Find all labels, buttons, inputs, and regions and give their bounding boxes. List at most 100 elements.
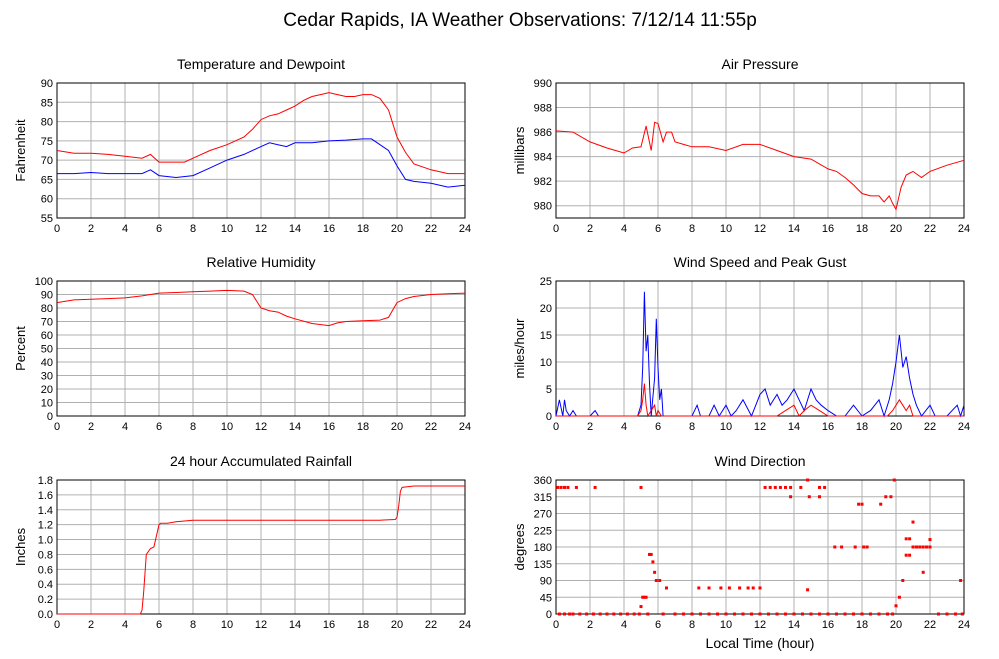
y-tick-label: 90 xyxy=(41,290,53,302)
y-axis-label: miles/hour xyxy=(512,318,527,379)
data-point xyxy=(733,612,736,616)
x-tick-label: 24 xyxy=(459,619,471,631)
x-tick-label: 12 xyxy=(255,619,267,631)
x-tick-label: 0 xyxy=(54,421,60,433)
data-point xyxy=(784,485,787,489)
data-point xyxy=(891,612,895,616)
panel-title: 24 hour Accumulated Rainfall xyxy=(170,453,352,469)
data-point xyxy=(860,502,864,506)
data-point xyxy=(945,612,949,616)
x-tick-label: 16 xyxy=(323,223,335,235)
x-tick-label: 4 xyxy=(122,223,128,235)
data-point xyxy=(904,537,908,541)
data-point xyxy=(784,612,787,616)
y-tick-label: 0.2 xyxy=(38,594,53,606)
data-point xyxy=(699,612,702,616)
data-point xyxy=(556,485,560,489)
y-tick-label: 40 xyxy=(41,357,53,369)
y-tick-label: 0 xyxy=(546,411,552,423)
x-tick-label: 6 xyxy=(156,619,162,631)
series-line-red xyxy=(57,485,465,615)
y-tick-label: 80 xyxy=(41,117,53,129)
x-tick-label: 12 xyxy=(255,223,267,235)
data-point xyxy=(892,478,896,482)
data-point xyxy=(818,612,821,616)
data-point xyxy=(911,520,915,524)
x-tick-label: 18 xyxy=(856,619,868,631)
y-tick-label: 25 xyxy=(540,276,552,288)
data-point xyxy=(889,495,893,499)
x-tick-label: 20 xyxy=(890,421,902,433)
data-point xyxy=(775,612,779,616)
data-point xyxy=(925,545,929,549)
data-point xyxy=(937,612,940,616)
data-point xyxy=(644,595,648,599)
x-tick-label: 24 xyxy=(958,421,970,433)
x-tick-label: 6 xyxy=(156,421,162,433)
panel-title: Air Pressure xyxy=(721,56,798,72)
x-tick-label: 14 xyxy=(289,619,301,631)
data-point xyxy=(860,612,864,616)
x-axis-label: Local Time (hour) xyxy=(706,635,815,651)
x-tick-label: 0 xyxy=(553,619,559,631)
x-tick-label: 18 xyxy=(856,421,868,433)
data-point xyxy=(651,560,655,564)
data-point xyxy=(778,485,782,489)
y-tick-label: 5 xyxy=(546,384,552,396)
x-tick-label: 14 xyxy=(788,421,800,433)
x-tick-label: 2 xyxy=(88,421,94,433)
y-axis-label: millibars xyxy=(512,126,527,174)
data-point xyxy=(568,612,572,616)
x-tick-label: 18 xyxy=(357,619,369,631)
x-tick-label: 18 xyxy=(856,223,868,235)
data-point xyxy=(763,485,767,489)
data-point xyxy=(612,612,616,616)
data-point xyxy=(619,612,623,616)
x-tick-label: 0 xyxy=(553,421,559,433)
x-tick-label: 2 xyxy=(88,619,94,631)
data-point xyxy=(806,478,810,482)
y-axis-label: degrees xyxy=(512,523,527,570)
data-point xyxy=(884,495,888,499)
data-point xyxy=(862,545,866,549)
data-point xyxy=(690,612,694,616)
x-tick-label: 22 xyxy=(425,619,437,631)
data-point xyxy=(954,612,957,616)
data-point xyxy=(886,612,889,616)
data-point xyxy=(751,586,755,590)
data-point xyxy=(707,612,711,616)
data-point xyxy=(801,612,804,616)
data-point xyxy=(654,579,658,582)
x-tick-label: 6 xyxy=(655,421,661,433)
x-tick-label: 8 xyxy=(689,619,695,631)
x-tick-label: 0 xyxy=(54,619,60,631)
data-point xyxy=(585,612,589,616)
data-point xyxy=(557,612,561,616)
data-point xyxy=(682,612,685,616)
data-point xyxy=(661,612,665,616)
data-point xyxy=(809,612,813,616)
panel-5: 0 2 4 6 8 10 12 14 16 18 20 22 240459013518022527031… xyxy=(512,453,970,631)
data-point xyxy=(904,553,908,557)
y-tick-label: 55 xyxy=(41,213,53,225)
y-tick-label: 315 xyxy=(534,492,552,504)
x-tick-label: 20 xyxy=(391,223,403,235)
x-tick-label: 20 xyxy=(890,619,902,631)
x-tick-label: 0 xyxy=(54,223,60,235)
x-tick-label: 10 xyxy=(720,421,732,433)
x-tick-label: 20 xyxy=(391,421,403,433)
data-point xyxy=(792,612,796,616)
data-point xyxy=(758,586,762,590)
panel-title: Temperature and Dewpoint xyxy=(177,56,345,72)
y-tick-label: 20 xyxy=(41,384,53,396)
y-tick-label: 65 xyxy=(41,174,53,186)
data-point xyxy=(591,612,595,616)
data-point xyxy=(818,495,821,499)
x-tick-label: 2 xyxy=(587,421,593,433)
data-point xyxy=(741,612,745,616)
x-tick-label: 18 xyxy=(357,223,369,235)
data-point xyxy=(960,612,964,616)
data-point xyxy=(818,485,821,489)
panels: 0 2 4 6 8 10 12 14 16 18 20 22 245560657075808590Tem… xyxy=(13,56,970,631)
y-tick-label: 225 xyxy=(534,525,552,537)
